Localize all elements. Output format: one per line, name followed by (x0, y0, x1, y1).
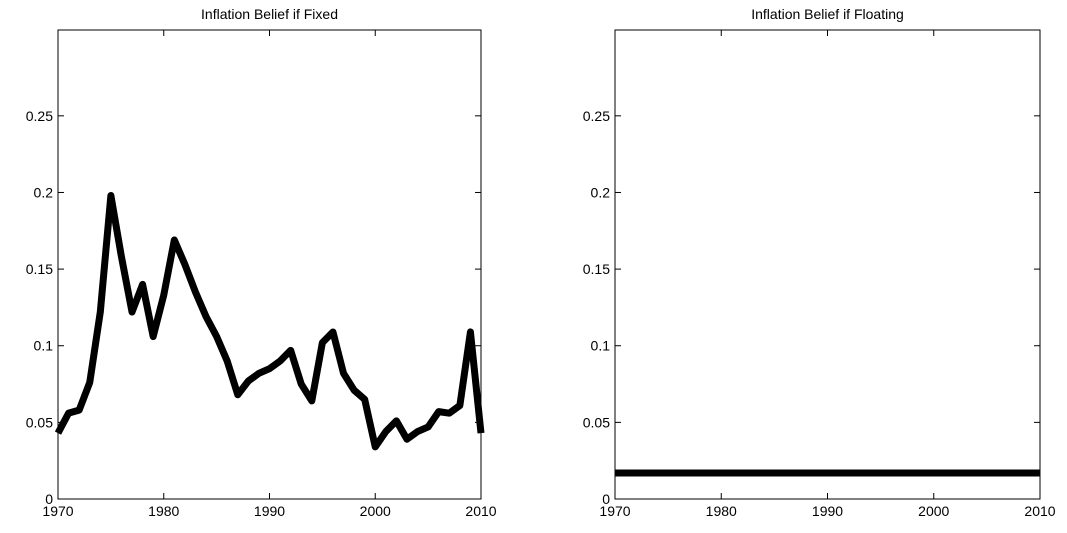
x-tick-label: 1980 (706, 503, 737, 519)
x-tick-label: 1990 (812, 503, 843, 519)
data-line (54, 192, 485, 451)
y-tick-label: 0.05 (583, 414, 610, 430)
y-tick-label: 0.2 (34, 184, 54, 200)
axes-box (614, 29, 1041, 500)
y-tick-label: 0.25 (583, 108, 610, 124)
x-tick-label: 1990 (254, 503, 285, 519)
x-tick-label: 2000 (360, 503, 391, 519)
y-tick-label: 0.2 (591, 184, 611, 200)
x-tick-label: 2010 (1024, 503, 1055, 519)
y-tick-label: 0 (45, 491, 53, 507)
chart-title: Inflation Belief if Floating (751, 6, 904, 22)
chart-title: Inflation Belief if Fixed (201, 6, 338, 22)
x-tick-label: 2000 (918, 503, 949, 519)
y-tick-label: 0.1 (591, 338, 611, 354)
x-tick-label: 1970 (599, 503, 630, 519)
y-tick-label: 0.05 (26, 414, 53, 430)
y-tick-label: 0.25 (26, 108, 53, 124)
y-tick-label: 0.15 (26, 261, 53, 277)
y-tick-label: 0 (602, 491, 610, 507)
x-tick-label: 1970 (42, 503, 73, 519)
x-tick-label: 2010 (465, 503, 496, 519)
y-tick-label: 0.1 (34, 338, 54, 354)
x-tick-label: 1980 (148, 503, 179, 519)
y-tick-label: 0.15 (583, 261, 610, 277)
